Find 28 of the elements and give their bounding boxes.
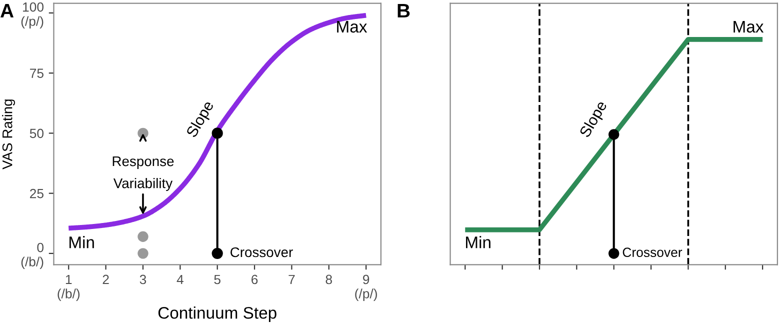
chart-title: B bbox=[398, 4, 410, 18]
y-tick-label: 50 bbox=[30, 128, 44, 138]
annotation: Max bbox=[337, 21, 368, 33]
y-tick-label: 25 bbox=[30, 188, 44, 198]
x-tick-label: 3 bbox=[140, 274, 146, 284]
annotation: Min bbox=[70, 236, 94, 248]
x-tick-label: 4 bbox=[176, 274, 184, 284]
y-axis-title: VAS Rating bbox=[2, 100, 16, 170]
x-tick-label: 8 bbox=[326, 274, 332, 284]
y-tick-label: 75 bbox=[30, 68, 44, 78]
text: Max bbox=[734, 21, 764, 33]
x-tick-label: 2 bbox=[102, 274, 109, 284]
x-axis-title: Continuum Step bbox=[158, 306, 276, 322]
point bbox=[138, 231, 148, 242]
x-tick-label: 9 (/p/) bbox=[355, 274, 377, 301]
x-tick-label: 7 bbox=[288, 274, 295, 284]
point bbox=[138, 248, 148, 259]
point bbox=[212, 248, 223, 259]
y-tick-label: 100 (/p/) bbox=[21, 2, 44, 29]
annotation: Min bbox=[466, 236, 490, 248]
x-tick-label: 6 bbox=[252, 274, 258, 284]
annotation: Response Variability bbox=[112, 156, 174, 191]
annotation: Crossover bbox=[622, 248, 682, 258]
annotation: Crossover bbox=[230, 247, 293, 258]
chart-title: A bbox=[0, 4, 14, 18]
x-tick-label: 1 (/b/) bbox=[58, 274, 80, 301]
y-tick-label: 0 (/b/) bbox=[21, 242, 44, 270]
x-tick-label: 5 bbox=[214, 274, 220, 284]
